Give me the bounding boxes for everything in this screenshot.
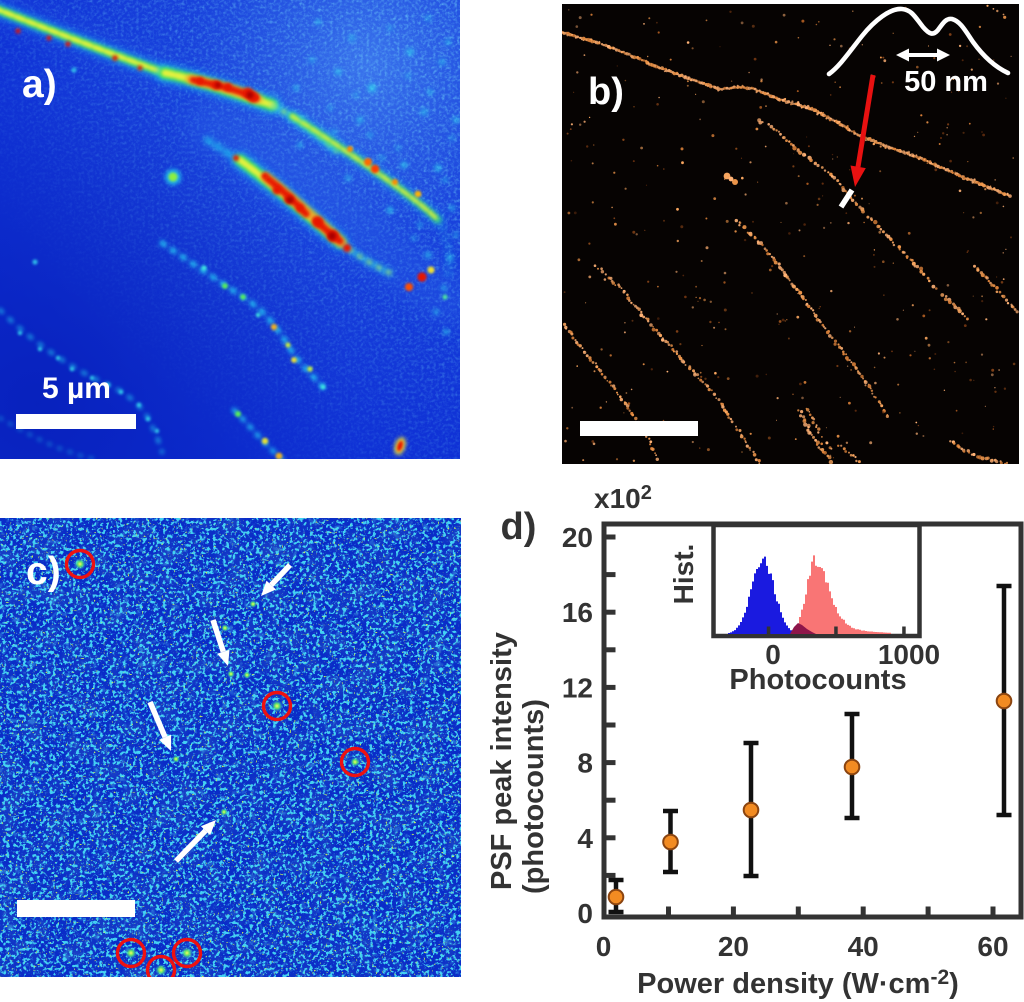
svg-text:40: 40 [848, 931, 879, 962]
svg-text:0: 0 [577, 898, 593, 929]
svg-text:Hist.: Hist. [668, 544, 699, 605]
svg-text:(photocounts): (photocounts) [518, 699, 550, 894]
svg-text:1000: 1000 [878, 639, 940, 670]
svg-text:x102: x102 [594, 482, 652, 514]
svg-text:d): d) [501, 506, 537, 548]
svg-text:60: 60 [977, 931, 1008, 962]
svg-text:Photocounts: Photocounts [729, 664, 906, 696]
svg-text:PSF peak intensity: PSF peak intensity [486, 632, 518, 890]
svg-text:a): a) [22, 63, 57, 106]
svg-text:20: 20 [718, 931, 749, 962]
svg-text:5 µm: 5 µm [42, 372, 111, 405]
svg-text:c): c) [26, 550, 61, 593]
svg-text:16: 16 [562, 597, 593, 628]
svg-text:20: 20 [562, 522, 593, 553]
svg-text:8: 8 [577, 748, 593, 779]
svg-text:12: 12 [562, 672, 593, 703]
svg-text:Power density (W·cm-2): Power density (W·cm-2) [637, 966, 959, 1000]
svg-text:b): b) [588, 71, 624, 113]
svg-text:50 nm: 50 nm [904, 66, 988, 98]
svg-text:0: 0 [765, 639, 781, 670]
svg-text:0: 0 [596, 931, 612, 962]
svg-text:4: 4 [577, 823, 593, 854]
